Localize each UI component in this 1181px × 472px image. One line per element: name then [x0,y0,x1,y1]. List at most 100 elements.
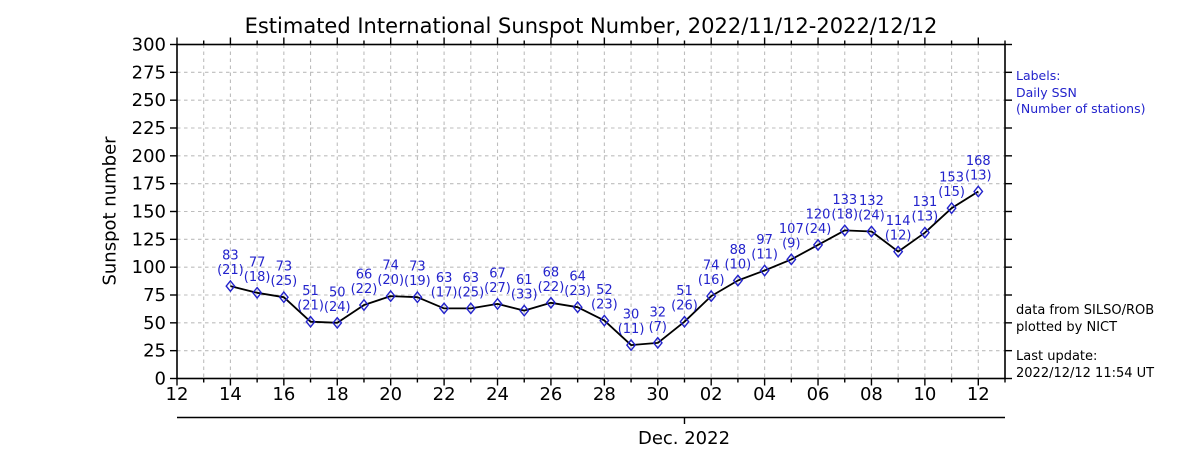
chart-title: Estimated International Sunspot Number, … [244,14,938,38]
last-update-line-2: 2022/12/12 11:54 UT [1016,366,1155,381]
data-point-marker [652,336,663,350]
credit-note-line-1: data from SILSO/ROB [1016,303,1155,318]
point-stations-label: (27) [484,281,511,296]
legend-note-line-1: Labels: [1016,68,1061,83]
point-value-label: 30 [623,308,640,323]
point-value-label: 133 [832,193,857,208]
point-stations-label: (11) [751,248,778,263]
x-axis-month-label: Dec. 2022 [637,428,731,449]
x-tick-label: 04 [753,384,776,405]
point-stations-label: (24) [805,222,832,237]
y-tick-label: 75 [143,285,166,306]
point-stations-label: (22) [351,282,378,297]
y-tick-label: 250 [132,90,166,111]
data-point-marker [572,300,583,314]
point-stations-label: (17) [431,285,458,300]
point-stations-label: (16) [698,273,725,288]
point-value-label: 74 [382,259,399,274]
data-point-marker [732,274,744,287]
data-point-marker [625,338,637,352]
legend-note-line-2: Daily SSN [1016,84,1077,100]
data-point-marker [706,289,717,303]
point-stations-label: (13) [965,168,992,183]
point-stations-label: (23) [591,298,618,313]
point-stations-label: (26) [671,299,698,314]
point-stations-label: (33) [511,288,538,303]
point-stations-label: (7) [649,320,667,335]
line-layer [230,190,979,346]
point-stations-label: (21) [217,263,244,278]
x-tick-label: 10 [913,384,936,405]
point-value-label: 74 [703,259,720,274]
y-tick-label: 225 [132,118,166,139]
point-value-label: 83 [222,249,239,264]
point-value-label: 131 [912,195,937,210]
x-tick-label: 28 [593,384,616,405]
data-point-marker [358,298,370,312]
point-value-label: 107 [779,222,804,237]
point-value-label: 120 [806,207,831,222]
x-tick-label: 30 [646,384,669,405]
data-point-marker [278,290,289,304]
last-update-note: Last update: 2022/12/12 11:54 UT [1016,348,1154,382]
ssn-line [230,190,979,346]
data-point-marker [839,224,850,237]
point-label-layer: 83(21)77(18)73(25)51(21)50(24)66(22)74(2… [217,154,992,337]
y-tick-label: 25 [143,341,166,362]
data-point-marker [545,296,557,310]
point-value-label: 64 [569,270,586,285]
x-tick-label: 20 [379,384,402,405]
point-value-label: 168 [966,154,991,169]
point-value-label: 68 [543,265,560,280]
data-point-marker [812,238,824,252]
point-value-label: 132 [859,194,884,209]
point-value-label: 73 [276,260,293,275]
data-point-marker [492,297,503,311]
point-stations-label: (15) [938,185,965,200]
data-point-marker [759,264,770,277]
x-tick-label: 06 [807,384,830,405]
point-stations-label: (25) [457,285,484,300]
x-tick-label: 02 [700,384,723,405]
data-point-marker [305,315,316,329]
x-tick-label: 26 [539,384,562,405]
credit-note: data from SILSO/ROB plotted by NICT [1016,302,1154,336]
data-point-marker [519,304,530,317]
data-point-marker [786,253,797,266]
data-point-marker [973,185,984,198]
point-stations-label: (11) [618,322,645,337]
data-point-marker [919,226,930,239]
point-value-label: 32 [650,305,667,320]
y-tick-label: 275 [132,62,166,83]
y-tick-label: 100 [132,257,166,278]
point-value-label: 50 [329,285,346,300]
data-point-marker [438,302,450,315]
axes-layer [170,37,1012,386]
point-value-label: 63 [463,271,480,286]
data-point-marker [412,290,423,304]
point-value-label: 67 [489,266,506,281]
y-tick-label: 150 [132,202,166,223]
point-value-label: 51 [302,284,319,299]
point-stations-label: (10) [725,258,752,273]
point-value-label: 114 [886,214,911,229]
point-stations-label: (19) [404,274,431,289]
data-point-marker [252,286,263,300]
x-tick-label: 14 [219,384,242,405]
point-stations-label: (25) [270,274,297,289]
y-tick-label: 300 [132,35,166,56]
credit-note-line-2: plotted by NICT [1016,320,1118,335]
point-value-label: 88 [730,243,747,258]
point-stations-label: (22) [538,280,565,295]
legend-note: Labels: Daily SSN (Number of stations) [1016,68,1146,118]
data-point-marker [465,302,476,315]
point-stations-label: (18) [831,207,858,222]
grid-layer [177,44,1005,379]
marker-layer [225,185,984,352]
x-tick-label: 18 [326,384,349,405]
point-stations-label: (24) [324,300,351,315]
y-tick-label: 125 [132,229,166,250]
data-point-marker [385,289,396,303]
